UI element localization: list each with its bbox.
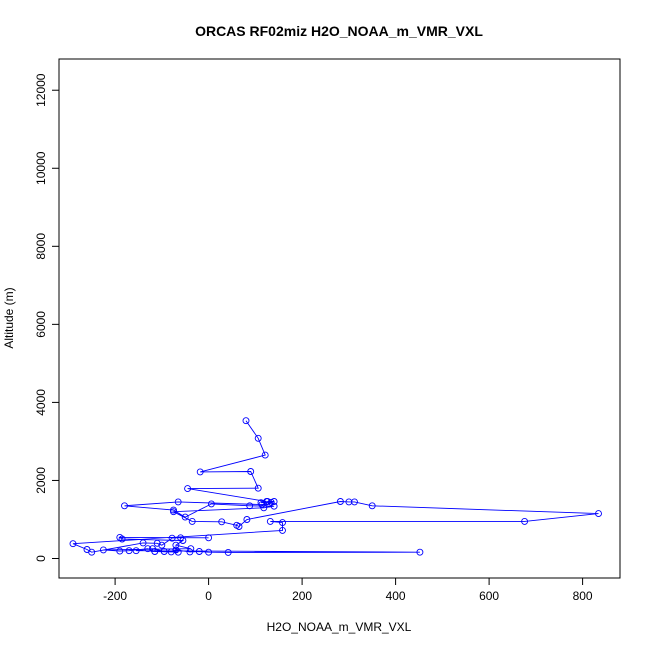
data-point bbox=[174, 498, 182, 506]
data-point bbox=[246, 502, 254, 510]
data-point bbox=[279, 526, 286, 534]
data-point bbox=[170, 508, 177, 516]
data-point bbox=[242, 417, 250, 425]
data-point bbox=[218, 518, 226, 526]
data-point bbox=[254, 434, 262, 442]
data-point bbox=[184, 485, 192, 493]
data-point bbox=[243, 516, 251, 523]
y-axis: 0 2000 4000 6000 8000 10000 12000 bbox=[34, 73, 60, 562]
data-point bbox=[181, 513, 189, 521]
y-tick-label: 2000 bbox=[34, 467, 48, 494]
data-point bbox=[174, 548, 182, 556]
y-tick-label: 12000 bbox=[34, 73, 48, 107]
series-layer bbox=[69, 417, 602, 556]
x-axis-label: H2O_NOAA_m_VMR_VXL bbox=[267, 620, 412, 634]
data-point bbox=[179, 537, 187, 544]
data-point bbox=[270, 502, 278, 510]
data-point bbox=[167, 548, 175, 556]
data-point bbox=[187, 545, 195, 553]
data-point bbox=[247, 468, 255, 475]
x-tick-label: 600 bbox=[479, 589, 499, 603]
data-point bbox=[235, 523, 243, 530]
data-point bbox=[118, 535, 126, 543]
chart-title: ORCAS RF02miz H2O_NOAA_m_VMR_VXL bbox=[195, 23, 483, 39]
data-point bbox=[224, 548, 232, 556]
data-point bbox=[205, 534, 213, 542]
y-tick-label: 8000 bbox=[34, 233, 48, 260]
y-axis-label: Altitude (m) bbox=[2, 287, 16, 348]
data-point bbox=[121, 502, 128, 510]
x-tick-label: 400 bbox=[386, 589, 406, 603]
data-point bbox=[69, 540, 77, 548]
data-point bbox=[188, 517, 196, 525]
y-tick-label: 0 bbox=[34, 555, 48, 562]
data-point bbox=[149, 545, 156, 553]
data-point bbox=[266, 517, 274, 525]
data-point bbox=[125, 547, 133, 555]
x-axis: -200 0 200 400 600 800 bbox=[103, 577, 593, 603]
data-point bbox=[336, 498, 344, 505]
y-tick-label: 6000 bbox=[34, 311, 48, 338]
y-tick-label: 4000 bbox=[34, 389, 48, 416]
data-point bbox=[88, 548, 96, 556]
data-point bbox=[196, 468, 204, 476]
data-point bbox=[186, 548, 194, 556]
data-point bbox=[521, 517, 529, 525]
y-tick-label: 10000 bbox=[34, 151, 48, 185]
data-point bbox=[158, 541, 166, 549]
series-line bbox=[72, 420, 599, 553]
data-point bbox=[195, 548, 203, 555]
data-point bbox=[172, 541, 180, 549]
data-point bbox=[132, 547, 140, 555]
data-point bbox=[168, 534, 176, 542]
plot-frame bbox=[58, 58, 621, 579]
data-point bbox=[260, 504, 268, 512]
data-point bbox=[160, 548, 168, 555]
data-point bbox=[416, 548, 424, 556]
data-point bbox=[254, 484, 262, 492]
data-point bbox=[153, 539, 161, 547]
data-point bbox=[279, 519, 286, 527]
data-point bbox=[116, 547, 124, 555]
data-point bbox=[261, 451, 269, 459]
data-point bbox=[351, 498, 358, 506]
x-tick-label: 800 bbox=[573, 589, 593, 603]
x-tick-label: 0 bbox=[205, 589, 212, 603]
data-point bbox=[207, 500, 215, 508]
x-tick-label: -200 bbox=[103, 589, 127, 603]
data-point bbox=[172, 546, 180, 554]
data-point bbox=[144, 545, 152, 553]
x-tick-label: 200 bbox=[292, 589, 312, 603]
data-point bbox=[595, 510, 602, 518]
data-point bbox=[99, 546, 107, 554]
data-point bbox=[205, 548, 213, 556]
data-point bbox=[139, 539, 147, 547]
data-point bbox=[368, 502, 376, 510]
